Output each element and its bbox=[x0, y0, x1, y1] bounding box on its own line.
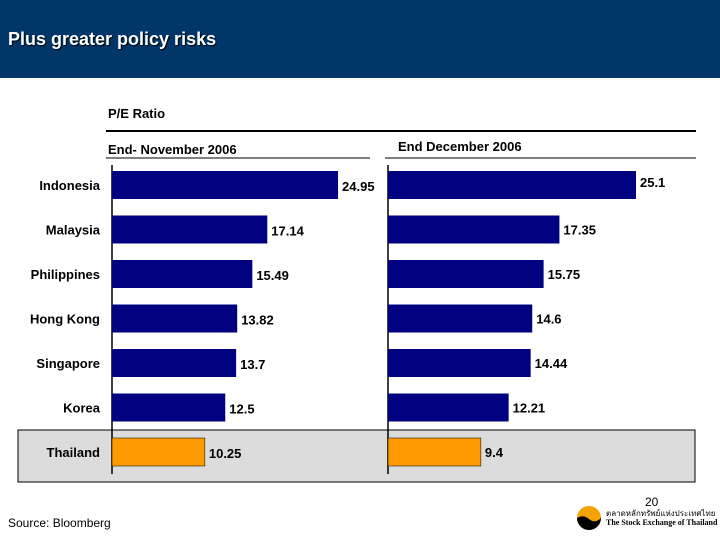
bar-indonesia bbox=[388, 171, 636, 199]
bar-indonesia bbox=[112, 171, 339, 199]
data-label: 17.35 bbox=[563, 223, 596, 238]
bar-singapore bbox=[388, 349, 531, 377]
header-band: Plus greater policy risks bbox=[0, 0, 720, 78]
category-label: Malaysia bbox=[46, 223, 101, 238]
data-label: 17.14 bbox=[271, 224, 304, 239]
bar-singapore bbox=[112, 349, 237, 377]
source-note: Source: Bloomberg bbox=[8, 516, 111, 530]
bar-hong-kong bbox=[388, 304, 533, 333]
data-label: 13.7 bbox=[240, 357, 265, 372]
panel-title-december: End December 2006 bbox=[398, 139, 522, 154]
bar-philippines bbox=[388, 260, 544, 288]
logo-thai-text: ตลาดหลักทรัพย์แห่งประเทศไทย bbox=[606, 509, 716, 518]
bar-korea bbox=[388, 393, 509, 422]
set-logo-icon bbox=[577, 506, 601, 530]
category-label: Korea bbox=[63, 401, 101, 416]
category-label: Thailand bbox=[47, 445, 101, 460]
logo-english-text: The Stock Exchange of Thailand bbox=[606, 518, 718, 527]
page-title: Plus greater policy risks bbox=[8, 29, 217, 49]
bar-thailand bbox=[387, 437, 482, 467]
bar-thailand bbox=[111, 437, 206, 467]
set-logo: ตลาดหลักทรัพย์แห่งประเทศไทย The Stock Ex… bbox=[576, 505, 717, 536]
chart-title: P/E Ratio bbox=[108, 106, 165, 121]
data-label: 24.95 bbox=[342, 179, 375, 194]
data-label: 12.5 bbox=[229, 402, 254, 417]
category-label: Philippines bbox=[31, 267, 100, 282]
bar-philippines bbox=[112, 260, 253, 288]
data-label: 9.4 bbox=[485, 445, 504, 460]
category-label: Singapore bbox=[36, 356, 100, 371]
data-label: 15.75 bbox=[548, 267, 581, 282]
category-label: Hong Kong bbox=[30, 312, 100, 327]
bar-malaysia bbox=[388, 215, 560, 244]
bar-hong-kong bbox=[112, 304, 238, 333]
bar-korea bbox=[112, 393, 226, 422]
data-label: 14.44 bbox=[535, 356, 568, 371]
data-label: 13.82 bbox=[241, 313, 274, 328]
bar-malaysia bbox=[112, 215, 268, 244]
data-label: 10.25 bbox=[209, 446, 242, 461]
data-label: 15.49 bbox=[256, 268, 289, 283]
data-label: 25.1 bbox=[640, 175, 665, 190]
data-label: 14.6 bbox=[536, 312, 561, 327]
panel-title-november: End- November 2006 bbox=[108, 142, 237, 157]
page-number: 20 bbox=[645, 495, 659, 509]
data-label: 12.21 bbox=[513, 401, 546, 416]
category-label: Indonesia bbox=[39, 178, 100, 193]
